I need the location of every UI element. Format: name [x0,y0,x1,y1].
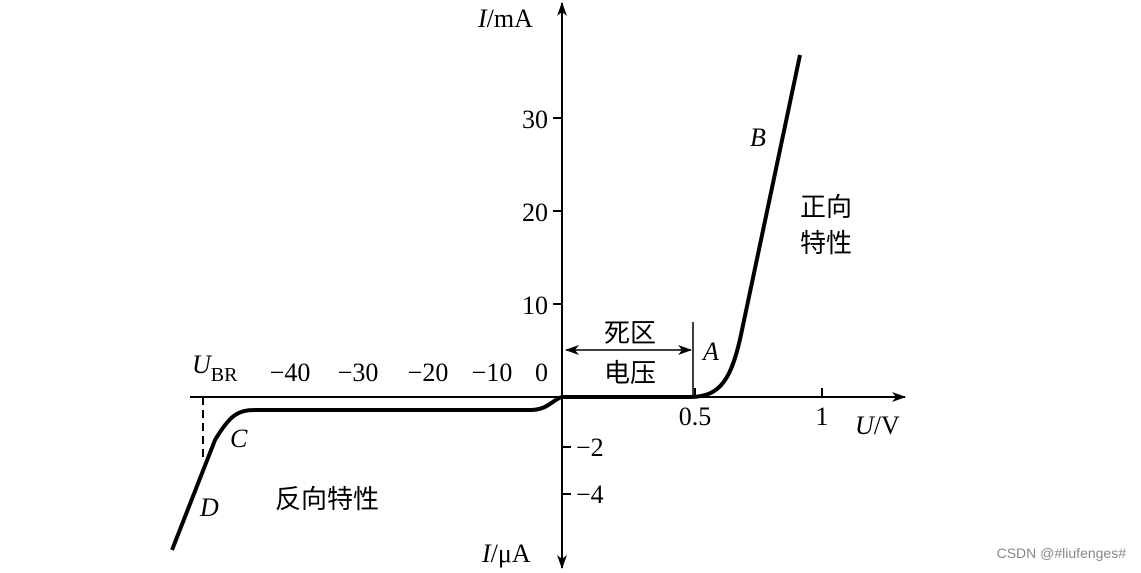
tick-label: 20 [522,198,548,227]
breakdown-label: UBR [192,350,238,386]
tick-label: 10 [522,291,548,320]
tick-label: 30 [522,105,548,134]
axis-unit: /mA [487,4,533,33]
point-label: C [230,424,248,453]
forward-curve [562,54,802,399]
tick-label: 0 [535,358,548,387]
region-label: 死区 [604,319,656,348]
symbol: U [192,350,213,379]
tick-label: −20 [408,358,449,387]
watermark: CSDN @#liufenges# [997,545,1127,561]
tick-label: −30 [338,358,379,387]
region-label: 特性 [800,229,852,258]
tick-label: −4 [576,480,604,509]
axis-symbol: I [481,539,492,568]
point-label: A [701,337,719,366]
region-label: 电压 [604,359,656,388]
axis-symbol: I [477,4,488,33]
axis-label: I/mA [477,4,533,33]
axis-unit: /V [874,411,900,440]
subscript: BR [211,364,238,386]
axis-unit: /μA [491,539,531,568]
tick-label: 0.5 [679,402,712,431]
axis-label: U/V [855,411,900,440]
point-label: D [199,493,219,522]
axis-symbol: U [855,411,876,440]
tick-label: 1 [816,402,829,431]
region-label: 反向特性 [275,485,379,514]
tick-label: −2 [576,433,604,462]
tick-label: −10 [472,358,513,387]
tick-label: −40 [270,358,311,387]
axis-label: I/μA [481,539,531,568]
region-label: 正向 [800,193,852,222]
point-label: B [750,123,766,152]
reverse-curve [170,395,563,551]
